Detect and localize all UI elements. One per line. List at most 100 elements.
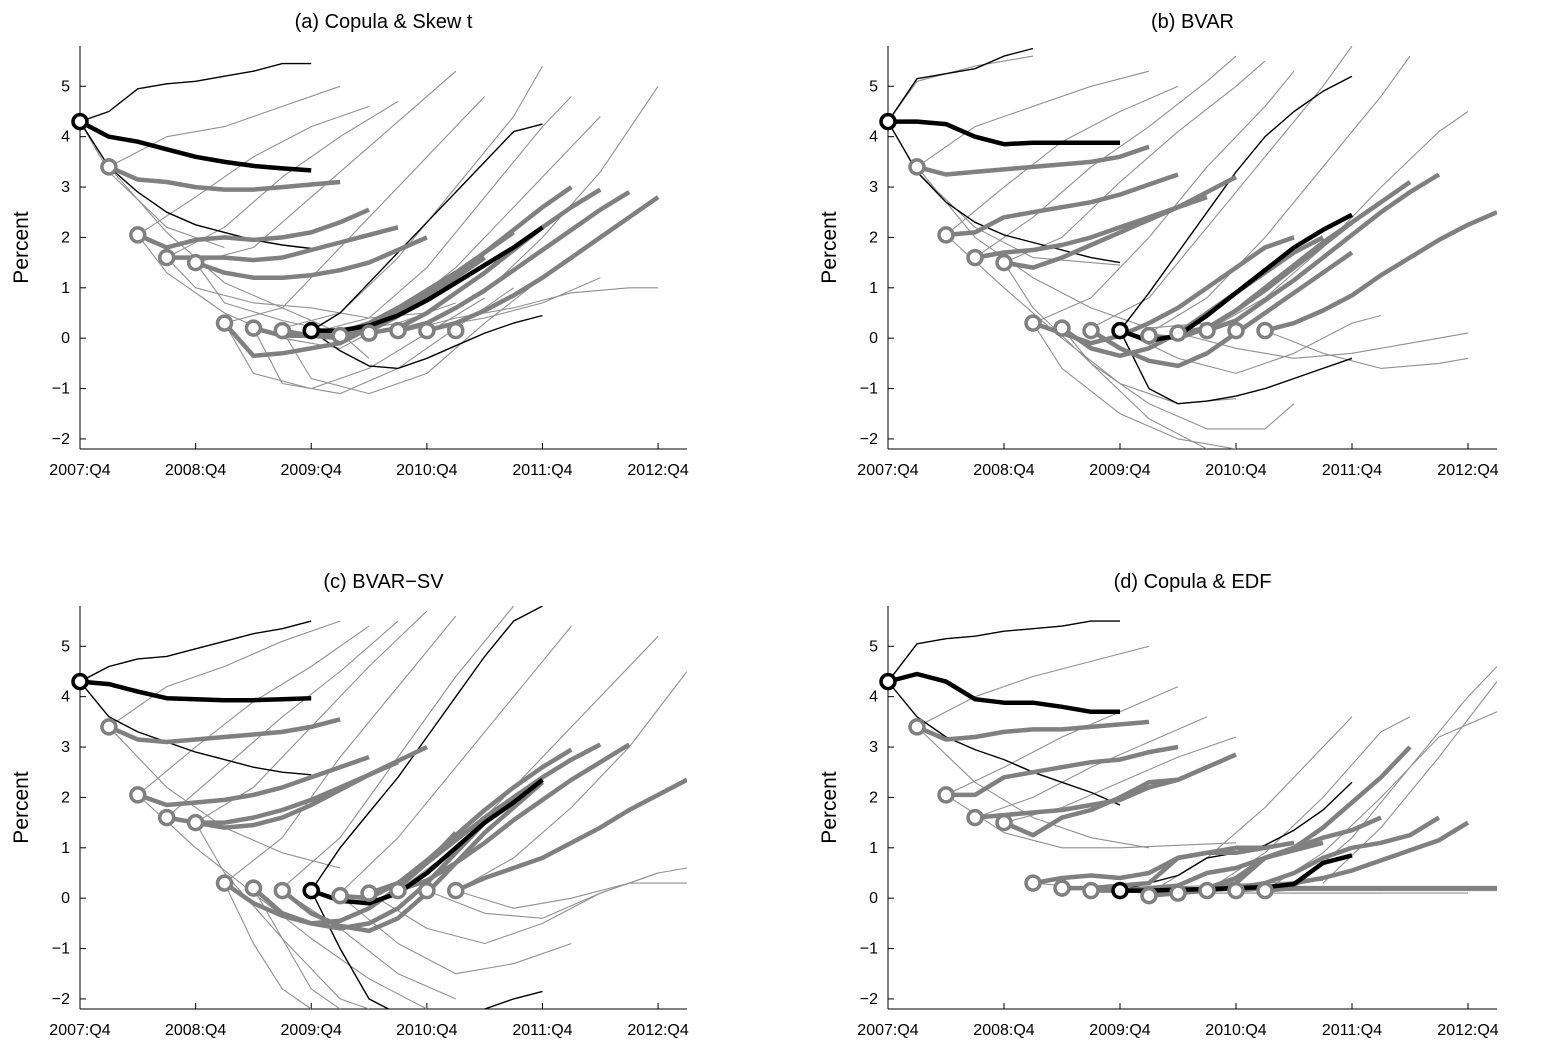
series-line-thick_gray (1003, 175, 1238, 270)
forecast-origin-marker (100, 158, 118, 176)
series-line-thick_gray (1264, 210, 1497, 333)
series-line-thick_gray (108, 164, 341, 192)
forecast-origin-marker (1227, 321, 1245, 340)
series-line-light (339, 895, 572, 975)
series-line-thin_black (1119, 781, 1353, 892)
forecast-origin-marker (418, 321, 436, 340)
series-line-thick_gray (137, 754, 370, 808)
y-tick-label: 1 (61, 280, 70, 297)
y-tick-label: −1 (860, 381, 878, 398)
y-tick-label: 2 (61, 789, 70, 806)
series-line-light (974, 716, 1208, 819)
series-line-light (195, 70, 457, 264)
series-line-light (916, 70, 1150, 168)
series-line-thick_black (888, 671, 1120, 715)
x-tick-label: 2009:Q4 (1089, 1022, 1150, 1039)
chart-panel-1: (a) Copula & Skew t Percent −2 −1 0 1 2 3 4 5 2007… (10, 11, 689, 479)
series-line-light (1148, 55, 1411, 334)
series-line-light (1119, 314, 1382, 374)
series-line-thick_gray (945, 172, 1179, 238)
x-tick-label: 2008:Q4 (973, 462, 1034, 479)
x-tick-label: 2011:Q4 (1322, 1022, 1382, 1039)
forecast-origin-marker (273, 881, 292, 900)
series-line-light (252, 887, 341, 1009)
forecast-origin-marker (215, 874, 234, 892)
y-tick-label: −2 (52, 431, 70, 448)
forecast-origin-marker-dark (302, 881, 320, 900)
series-line-thick_black (888, 119, 1120, 147)
series-line-light (916, 166, 1208, 329)
series-line-thin_black (80, 62, 312, 123)
forecast-origin-marker (908, 718, 926, 736)
y-tick-label: 1 (869, 840, 878, 857)
series-line-thin_black (1119, 75, 1353, 332)
series-line-thick_black (310, 778, 544, 906)
series-line-thick_gray (916, 144, 1150, 177)
x-tick-label: 2010:Q4 (396, 1022, 457, 1039)
series-line-thin_black (310, 123, 543, 332)
series-line-light (1032, 322, 1237, 449)
forecast-origin-marker (1140, 886, 1158, 905)
chart-title: (b) BVAR (1151, 11, 1234, 33)
y-tick-label: 0 (61, 330, 70, 347)
series-line-light (1003, 262, 1295, 430)
y-tick-label: −1 (52, 381, 70, 398)
forecast-origin-marker (1198, 881, 1216, 900)
series-line-thick_gray (195, 744, 428, 830)
chart-panel-3: (c) BVAR−SV Percent −2 −1 0 1 2 3 4 5 2007:Q4 2008:… (10, 571, 689, 1039)
forecast-origin-marker (244, 319, 263, 337)
y-axis-label: Percent (10, 771, 33, 844)
y-tick-label: 3 (61, 739, 70, 756)
forecast-origin-marker (995, 253, 1013, 272)
x-tick-label: 2007:Q4 (857, 462, 918, 479)
forecast-origin-marker (1053, 879, 1071, 897)
series-line-thick_gray (368, 187, 602, 336)
forecast-origin-marker-dark (71, 672, 89, 691)
series-line-thick_gray (1062, 840, 1295, 891)
y-tick-label: 5 (61, 78, 70, 95)
forecast-origin-marker (273, 321, 292, 340)
x-tick-label: 2012:Q4 (627, 462, 688, 479)
series-line-light (80, 121, 225, 249)
forecast-origin-marker (447, 321, 465, 340)
series-line-thin_black (888, 47, 1034, 122)
forecast-origin-marker (129, 226, 147, 244)
forecast-origin-marker-dark (1111, 321, 1129, 340)
series-line-light (224, 882, 312, 1009)
forecast-origin-marker (331, 886, 349, 905)
series-line-thin_black (888, 681, 1121, 806)
series-line-thin_black (80, 620, 312, 683)
series-line-light (455, 671, 687, 892)
series-line-thick_gray (339, 185, 573, 338)
forecast-origin-marker (1024, 314, 1042, 332)
x-tick-label: 2007:Q4 (49, 1022, 110, 1039)
forecast-origin-marker-dark (1111, 881, 1129, 900)
forecast-origin-marker (1256, 321, 1274, 340)
series-line-light (1264, 330, 1469, 369)
forecast-origin-marker (360, 884, 378, 902)
x-tick-label: 2010:Q4 (1205, 462, 1266, 479)
x-tick-label: 2009:Q4 (1089, 462, 1150, 479)
series-line-light (916, 645, 1150, 728)
y-tick-label: 3 (61, 179, 70, 196)
series-line-light (224, 615, 457, 884)
series-line-thick_gray (974, 194, 1208, 260)
forecast-origin-marker-dark (71, 112, 89, 131)
y-tick-label: 4 (61, 689, 70, 706)
forecast-origin-marker (418, 881, 436, 900)
series-line-thick_gray (916, 719, 1150, 742)
series-line-thin_black (310, 606, 543, 891)
forecast-origin-marker (100, 718, 118, 736)
forecast-origin-marker (1082, 321, 1100, 340)
series-line-thick_black (311, 225, 544, 333)
chart-title: (d) Copula & EDF (1114, 571, 1272, 593)
series-line-thin_black (80, 681, 312, 776)
forecast-origin-marker-dark (879, 672, 897, 691)
series-line-thick_gray (108, 717, 341, 745)
y-tick-label: 3 (869, 179, 878, 196)
series-line-thick_gray (454, 777, 687, 893)
series-line-light (281, 606, 515, 889)
series-line-light (945, 686, 1179, 796)
